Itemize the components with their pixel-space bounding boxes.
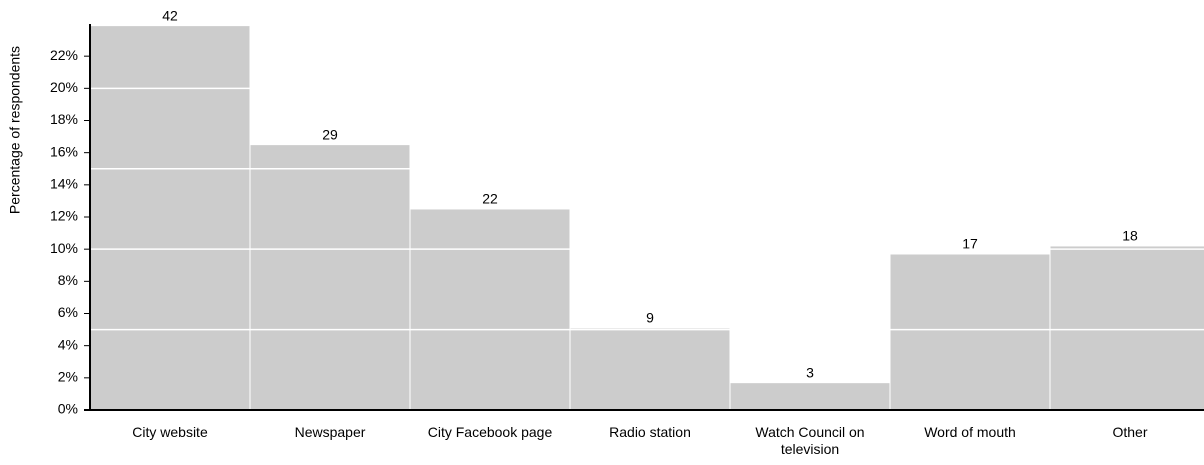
bar xyxy=(249,144,411,411)
y-tick-label: 8% xyxy=(58,272,78,288)
data-label: 22 xyxy=(482,191,498,207)
data-label: 42 xyxy=(162,7,178,23)
bar xyxy=(409,208,571,411)
data-label: 3 xyxy=(806,364,814,380)
bar xyxy=(569,327,731,411)
bar xyxy=(889,253,1051,411)
x-tick-label: Word of mouth xyxy=(924,424,1016,440)
data-label: 17 xyxy=(962,236,978,252)
x-tick-label: City website xyxy=(132,424,208,440)
y-axis-title: Percentage of respondents xyxy=(7,46,23,214)
x-tick-label: City Facebook page xyxy=(427,424,553,440)
y-tick-label: 12% xyxy=(50,208,78,224)
data-label: 29 xyxy=(322,126,338,142)
bar xyxy=(729,382,891,411)
data-label: 18 xyxy=(1122,228,1138,244)
y-tick-label: 10% xyxy=(50,240,78,256)
y-tick-label: 6% xyxy=(58,304,78,320)
y-tick-label: 0% xyxy=(58,401,78,417)
y-tick-label: 2% xyxy=(58,369,78,385)
y-tick-label: 18% xyxy=(50,111,78,127)
x-tick-label: Radio station xyxy=(609,424,691,440)
y-tick-label: 14% xyxy=(50,176,78,192)
x-tick-label: Newspaper xyxy=(294,424,366,440)
x-tick-label: Watch Council on television xyxy=(755,424,865,457)
y-tick-label: 20% xyxy=(50,79,78,95)
y-tick-label: 22% xyxy=(50,47,78,63)
data-label: 9 xyxy=(646,310,654,326)
y-tick-label: 4% xyxy=(58,336,78,352)
y-tick-label: 16% xyxy=(50,143,78,159)
x-tick-label: Other xyxy=(1112,424,1148,440)
bar xyxy=(89,25,251,411)
bar xyxy=(1049,245,1204,411)
